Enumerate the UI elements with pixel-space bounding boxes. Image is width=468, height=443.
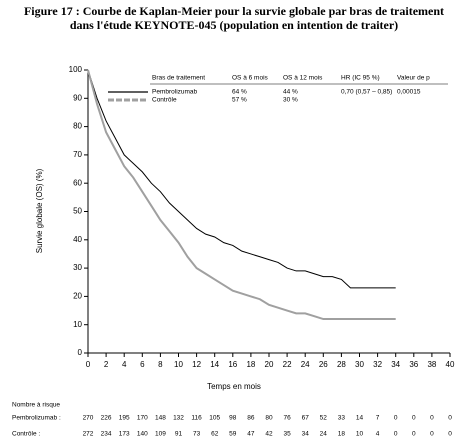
chart-title: Figure 17 : Courbe de Kaplan-Meier pour … [24, 4, 444, 18]
legend-header: HR (IC 95 %) [341, 75, 380, 82]
x-tick-label: 30 [355, 360, 364, 369]
y-tick-label: 70 [73, 150, 82, 159]
legend-header: Bras de traitement [152, 75, 205, 82]
risk-value: 195 [119, 415, 130, 422]
x-tick-label: 0 [86, 360, 91, 369]
risk-value: 33 [338, 415, 346, 422]
risk-value: 86 [247, 415, 255, 422]
risk-value: 35 [283, 431, 291, 438]
risk-value: 0 [412, 431, 416, 438]
risk-value: 18 [338, 431, 346, 438]
y-tick-label: 10 [73, 320, 82, 329]
legend-label: Contrôle [152, 97, 177, 104]
risk-value: 140 [137, 431, 148, 438]
x-axis-label: Temps en mois [207, 382, 261, 391]
risk-value: 0 [394, 415, 398, 422]
x-tick-label: 24 [301, 360, 310, 369]
legend-label: Pembrolizumab [152, 89, 198, 96]
legend-cell: 30 % [283, 97, 298, 104]
x-tick-label: 4 [122, 360, 127, 369]
risk-value: 73 [193, 431, 201, 438]
survival-curve [87, 69, 396, 289]
x-tick-label: 40 [446, 360, 455, 369]
y-tick-label: 0 [78, 348, 83, 357]
risk-value: 80 [265, 415, 273, 422]
legend-cell: 0,00015 [397, 89, 421, 96]
x-tick-label: 26 [319, 360, 328, 369]
legend-cell: 64 % [232, 89, 247, 96]
risk-value: 91 [175, 431, 183, 438]
y-tick-label: 90 [73, 93, 82, 102]
risk-value: 4 [376, 431, 380, 438]
risk-value: 24 [320, 431, 328, 438]
x-tick-label: 18 [246, 360, 255, 369]
legend-cell: 0,70 (0,57 – 0,85) [341, 89, 392, 96]
y-tick-label: 60 [73, 178, 82, 187]
x-tick-label: 8 [158, 360, 163, 369]
risk-value: 98 [229, 415, 237, 422]
risk-value: 173 [119, 431, 130, 438]
risk-value: 42 [265, 431, 273, 438]
y-tick-label: 80 [73, 122, 82, 131]
x-tick-label: 10 [174, 360, 183, 369]
risk-table-title: Nombre à risque [12, 402, 60, 409]
risk-value: 76 [283, 415, 291, 422]
x-tick-label: 32 [373, 360, 382, 369]
risk-value: 0 [394, 431, 398, 438]
risk-value: 170 [137, 415, 148, 422]
risk-value: 7 [376, 415, 380, 422]
risk-value: 226 [101, 415, 112, 422]
legend-header: OS à 12 mois [283, 75, 323, 82]
risk-value: 0 [412, 415, 416, 422]
risk-value: 272 [83, 431, 94, 438]
risk-value: 59 [229, 431, 237, 438]
risk-value: 62 [211, 431, 219, 438]
risk-value: 14 [356, 415, 364, 422]
x-tick-label: 16 [228, 360, 237, 369]
y-tick-label: 40 [73, 235, 82, 244]
y-tick-label: 100 [69, 65, 83, 74]
risk-row-label: Contrôle : [12, 431, 40, 438]
x-tick-label: 36 [409, 360, 418, 369]
risk-value: 132 [173, 415, 184, 422]
x-tick-label: 14 [210, 360, 219, 369]
x-tick-label: 2 [104, 360, 109, 369]
risk-value: 47 [247, 431, 255, 438]
risk-value: 0 [430, 415, 434, 422]
x-tick-label: 22 [283, 360, 292, 369]
x-tick-label: 38 [427, 360, 436, 369]
legend-cell: 57 % [232, 97, 247, 104]
risk-row-label: Pembrolizumab : [12, 415, 61, 422]
risk-value: 105 [209, 415, 220, 422]
legend-header: Valeur de p [397, 75, 430, 82]
risk-value: 109 [155, 431, 166, 438]
y-axis-label: Survie globale (OS) (%) [35, 168, 44, 253]
x-tick-label: 6 [140, 360, 145, 369]
risk-value: 52 [320, 415, 328, 422]
survival-curve [87, 69, 396, 321]
legend-header: OS à 6 mois [232, 75, 269, 82]
risk-value: 0 [448, 431, 452, 438]
chart-title: dans l'étude KEYNOTE-045 (population en … [70, 18, 398, 32]
risk-value: 234 [101, 431, 112, 438]
legend-cell: 44 % [283, 89, 298, 96]
risk-value: 148 [155, 415, 166, 422]
x-tick-label: 28 [337, 360, 346, 369]
x-tick-label: 34 [391, 360, 400, 369]
risk-value: 116 [191, 415, 202, 422]
y-tick-label: 30 [73, 263, 82, 272]
y-tick-label: 20 [73, 292, 82, 301]
risk-value: 0 [430, 431, 434, 438]
x-tick-label: 20 [265, 360, 274, 369]
risk-value: 67 [302, 415, 310, 422]
risk-value: 10 [356, 431, 364, 438]
x-tick-label: 12 [192, 360, 201, 369]
y-tick-label: 50 [73, 207, 82, 216]
risk-value: 34 [302, 431, 310, 438]
risk-value: 270 [83, 415, 94, 422]
risk-value: 0 [448, 415, 452, 422]
